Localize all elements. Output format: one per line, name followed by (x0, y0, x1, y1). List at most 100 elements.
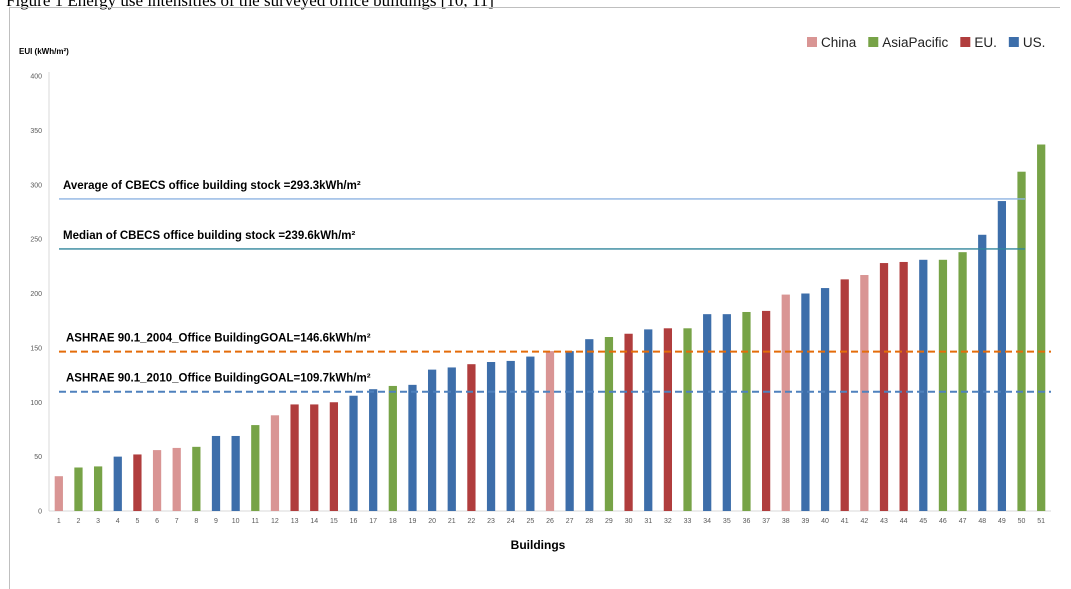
bar-building-22 (467, 364, 476, 511)
bar-building-1 (54, 476, 63, 511)
bar-building-40 (820, 288, 830, 511)
x-tick-label: 14 (310, 518, 318, 525)
bar-building-32 (663, 328, 673, 511)
x-tick-label: 31 (644, 518, 652, 525)
x-tick-label: 35 (723, 518, 731, 525)
x-tick-label: 22 (468, 518, 476, 525)
bar-building-47 (958, 252, 967, 512)
x-tick-label: 30 (625, 518, 633, 525)
y-axis-label: EUI (kWh/m²) (19, 47, 69, 56)
x-tick-label: 44 (900, 518, 908, 525)
legend-label: US. (1023, 35, 1046, 50)
bar-building-48 (978, 234, 987, 511)
legend-label: AsiaPacific (882, 35, 948, 50)
x-tick-label: 19 (409, 518, 417, 525)
x-tick-label: 26 (546, 518, 554, 525)
x-tick-label: 41 (841, 518, 849, 525)
x-tick-label: 45 (919, 518, 927, 525)
bar-building-35 (722, 314, 731, 511)
x-tick-label: 11 (252, 518, 259, 525)
bar-building-20 (427, 369, 437, 511)
reference-label-1: Average of CBECS office building stock =… (63, 180, 361, 192)
bar-building-51 (1037, 144, 1046, 511)
bar-building-5 (133, 454, 142, 511)
legend-swatch (807, 37, 817, 47)
legend-label: EU. (974, 35, 997, 50)
reference-lines: Average of CBECS office building stock =… (59, 180, 1051, 393)
x-tick-label: 21 (448, 518, 456, 525)
bar-building-9 (211, 435, 221, 511)
bar-building-21 (447, 367, 456, 511)
x-tick-label: 1 (57, 518, 61, 525)
bars (54, 144, 1046, 512)
x-tick-label: 12 (271, 518, 279, 525)
bar-building-33 (683, 328, 692, 511)
bar-building-29 (604, 337, 614, 511)
x-tick-label: 37 (762, 518, 770, 525)
bar-building-12 (270, 415, 280, 511)
x-tick-label: 39 (802, 518, 810, 525)
reference-label-3: ASHRAE 90.1_2004_Office BuildingGOAL=146… (66, 333, 371, 345)
bar-building-31 (644, 329, 653, 511)
bar-building-17 (369, 389, 378, 511)
bar-building-24 (506, 360, 515, 511)
bar-building-13 (290, 404, 299, 511)
chart-frame: EUI (kWh/m²) 0 50 100 150 200 250 300 350 400 1 2 3 4… (9, 7, 1060, 589)
bar-building-38 (781, 294, 790, 511)
x-tick-label: 27 (566, 518, 574, 525)
x-tick-label: 32 (664, 518, 672, 525)
x-tick-label: 10 (232, 518, 240, 525)
bar-building-42 (860, 275, 869, 511)
reference-label-2: Median of CBECS office building stock =2… (63, 230, 356, 242)
x-tick-label: 51 (1037, 518, 1045, 525)
x-tick-label: 48 (978, 518, 986, 525)
bar-building-27 (565, 351, 574, 511)
bar-building-45 (919, 259, 928, 511)
x-tick-label: 33 (684, 518, 692, 525)
bar-building-30 (624, 333, 633, 511)
y-tick-label: 100 (30, 400, 42, 407)
bar-building-41 (840, 279, 849, 511)
reference-label-4: ASHRAE 90.1_2010_Office BuildingGOAL=109… (66, 373, 371, 385)
x-tick-label: 23 (487, 518, 495, 525)
x-tick-label: 18 (389, 518, 397, 525)
bar-building-23 (486, 362, 496, 511)
bar-building-7 (172, 447, 181, 511)
x-tick-label: 36 (743, 518, 751, 525)
bar-building-8 (192, 446, 201, 511)
bar-building-10 (231, 435, 240, 511)
legend-swatch (1008, 37, 1019, 47)
bar-building-11 (251, 425, 260, 511)
bar-building-4 (113, 456, 122, 511)
x-tick-label: 46 (939, 518, 947, 525)
x-tick-label: 50 (1018, 518, 1026, 525)
x-tick-label: 17 (369, 518, 377, 525)
y-tick-label: 0 (38, 509, 42, 516)
x-tick-label: 20 (428, 518, 436, 525)
y-tick-label: 250 (30, 237, 42, 244)
x-tick-label: 15 (330, 518, 338, 525)
x-tick-label: 34 (703, 518, 711, 525)
bar-building-50 (1017, 171, 1026, 511)
y-tick-label: 50 (34, 454, 42, 461)
y-tick-label: 200 (30, 291, 42, 298)
y-tick-label: 350 (30, 128, 42, 135)
x-tick-label: 13 (291, 518, 299, 525)
bar-building-37 (761, 310, 771, 511)
x-tick-label: 3 (96, 518, 100, 525)
x-tick-label: 38 (782, 518, 790, 525)
bar-building-39 (801, 293, 810, 511)
bar-building-2 (74, 467, 83, 511)
legend-swatch (868, 37, 879, 47)
bar-building-25 (526, 356, 535, 511)
x-tick-label: 40 (821, 518, 829, 525)
bar-building-26 (545, 351, 555, 511)
bar-building-34 (703, 314, 712, 511)
x-tick-label: 24 (507, 518, 515, 525)
legend: China AsiaPacific EU. US. (807, 35, 1045, 50)
figure-caption: Figure 1 Energy use intensities of the s… (6, 0, 494, 10)
x-tick-label: 43 (880, 518, 888, 525)
x-axis-label: Buildings (511, 538, 566, 552)
legend-label: China (821, 35, 857, 50)
x-tick-label: 4 (116, 518, 120, 525)
